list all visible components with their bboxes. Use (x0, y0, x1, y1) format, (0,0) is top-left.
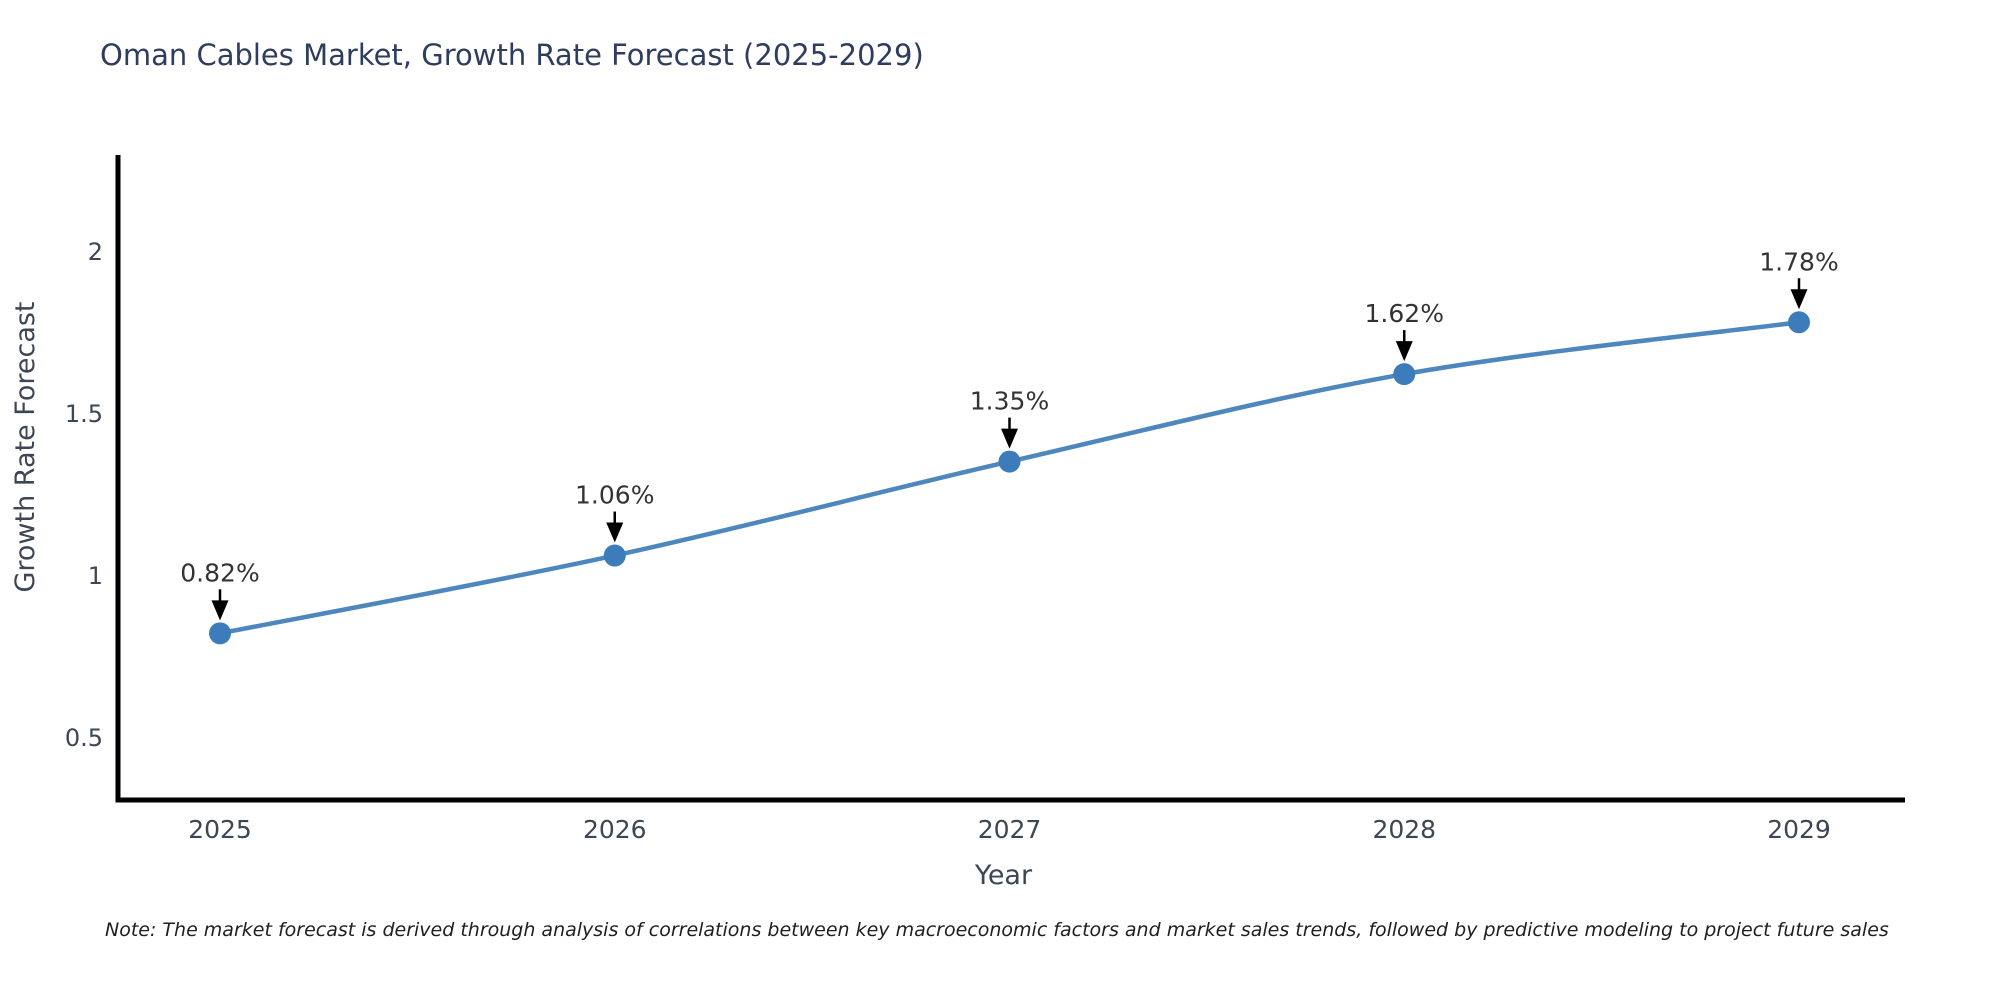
axis-spines (115, 155, 1905, 803)
data-point-value-label: 1.06% (575, 481, 654, 510)
chart-title: Oman Cables Market, Growth Rate Forecast… (100, 38, 924, 72)
data-point-value-label: 0.82% (180, 558, 259, 587)
data-point-marker (998, 450, 1021, 473)
y-tick-label: 1.5 (65, 400, 103, 428)
data-point-marker (1788, 311, 1810, 334)
y-tick-label: 0.5 (65, 724, 103, 752)
data-point-marker (209, 622, 231, 645)
annotation-arrow-head (211, 600, 229, 621)
data-point-marker (603, 544, 626, 567)
trend-line (217, 320, 1802, 636)
footnote: Note: The market forecast is derived thr… (105, 919, 1889, 941)
y-tick-label: 2 (88, 238, 103, 266)
data-point-marker (1393, 363, 1416, 386)
x-tick-label: 2028 (1372, 815, 1436, 844)
y-tick-label: 1 (88, 562, 103, 590)
data-point-value-label: 1.35% (970, 387, 1049, 416)
data-point-value-label: 1.78% (1759, 247, 1838, 276)
x-tick-label: 2027 (978, 815, 1042, 844)
data-point-value-label: 1.62% (1365, 299, 1444, 328)
x-axis-title: Year (974, 860, 1033, 891)
x-tick-label: 2029 (1767, 815, 1831, 844)
annotation-arrow-head (1001, 428, 1018, 449)
annotation-arrow-head (1395, 341, 1413, 362)
x-tick-label: 2025 (188, 815, 252, 844)
y-axis-title: Growth Rate Forecast (10, 301, 41, 592)
annotation-arrow-head (1790, 289, 1808, 310)
x-tick-label: 2026 (583, 815, 647, 844)
annotation-arrow-head (606, 522, 624, 543)
